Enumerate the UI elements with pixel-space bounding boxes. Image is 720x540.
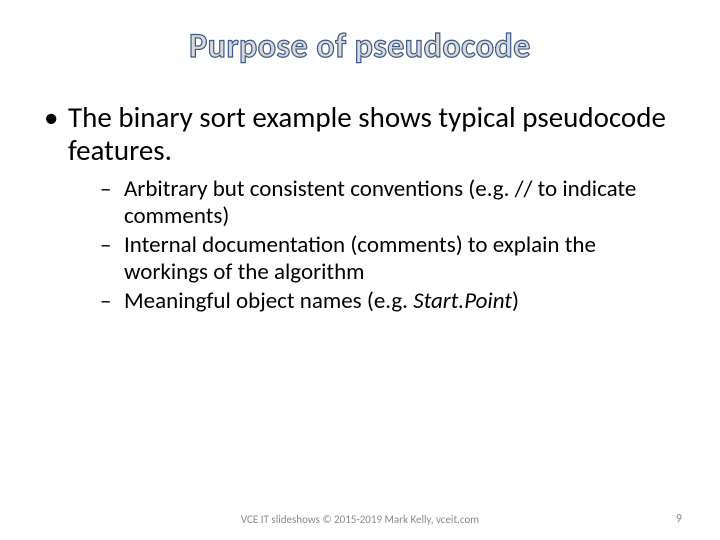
sub-bullet-1: Internal documentation (comments) to exp… [98, 232, 682, 286]
slide-title: Purpose of pseudocode [38, 26, 682, 67]
sub-bullet-text: Start.Point [413, 287, 512, 315]
sub-bullet-text: ) [512, 287, 519, 315]
sub-list: Arbitrary but consistent conventions (e.… [68, 176, 682, 316]
sub-bullet-2: Meaningful object names (e.g. Start.Poin… [98, 288, 682, 315]
sub-bullet-text: Internal documentation (comments) to exp… [124, 231, 596, 286]
slide: Purpose of pseudocode The binary sort ex… [0, 0, 720, 540]
main-list: The binary sort example shows typical ps… [38, 101, 682, 315]
page-number: 9 [676, 512, 682, 526]
sub-bullet-0: Arbitrary but consistent conventions (e.… [98, 176, 682, 230]
main-bullet-text: The binary sort example shows typical ps… [68, 99, 666, 168]
main-bullet: The binary sort example shows typical ps… [38, 101, 682, 315]
sub-bullet-text: Arbitrary but consistent conventions (e.… [124, 175, 636, 230]
sub-bullet-text: Meaningful object names (e.g. [124, 287, 413, 315]
footer: VCE IT slideshows © 2015-2019 Mark Kelly… [0, 513, 720, 526]
footer-copyright: VCE IT slideshows © 2015-2019 Mark Kelly… [241, 513, 479, 526]
